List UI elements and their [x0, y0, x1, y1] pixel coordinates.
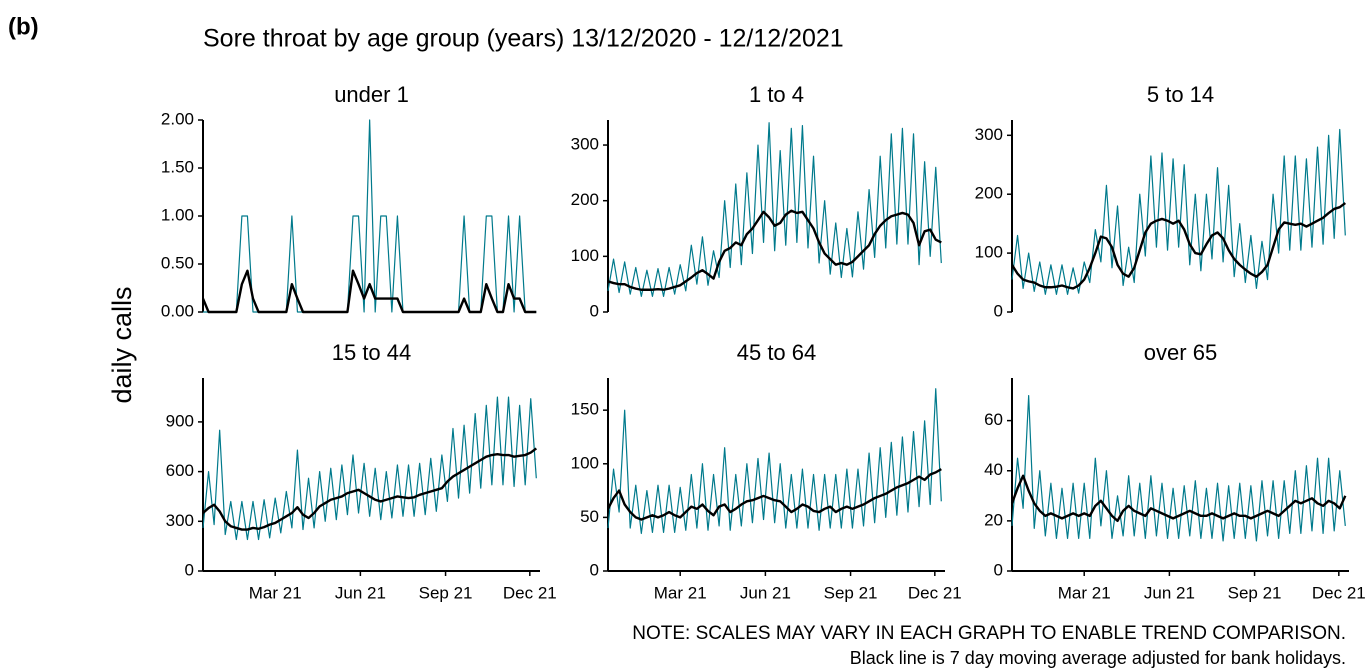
series-line [1011, 128, 1346, 295]
panel-title: 15 to 44 [332, 340, 412, 365]
y-tick-label: 200 [975, 184, 1003, 203]
x-tick-label: Mar 21 [249, 583, 302, 602]
x-tick-label: Jun 21 [335, 583, 386, 602]
y-tick-label: 0 [994, 560, 1003, 579]
series-line [607, 388, 942, 535]
y-axis-label: daily calls [107, 286, 137, 403]
x-tick-label: Jun 21 [740, 583, 791, 602]
x-tick-label: Jun 21 [1144, 583, 1195, 602]
y-tick-label: 600 [166, 461, 194, 480]
y-tick-label: 0.00 [161, 301, 194, 320]
y-tick-label: 900 [166, 411, 194, 430]
y-tick-label: 1.00 [161, 205, 194, 224]
y-tick-label: 100 [975, 243, 1003, 262]
x-tick-label: Dec 21 [908, 583, 962, 602]
y-tick-label: 40 [984, 460, 1003, 479]
y-tick-label: 50 [580, 507, 599, 526]
series-line [606, 468, 942, 521]
panel-title: under 1 [334, 82, 409, 107]
panel-label: (b) [8, 13, 39, 40]
series-line [607, 122, 942, 298]
y-tick-label: 300 [571, 135, 599, 154]
y-tick-label: 0 [590, 560, 599, 579]
series-line [1010, 202, 1347, 290]
panel-title: over 65 [1144, 340, 1217, 365]
x-tick-label: Sep 21 [1228, 583, 1282, 602]
x-tick-label: Mar 21 [654, 583, 707, 602]
x-tick-label: Sep 21 [824, 583, 878, 602]
y-tick-label: 150 [571, 400, 599, 419]
y-tick-label: 20 [984, 510, 1003, 529]
y-tick-label: 0 [185, 560, 194, 579]
x-tick-label: Mar 21 [1058, 583, 1111, 602]
figure-title: Sore throat by age group (years) 13/12/2… [203, 25, 844, 53]
series-line [607, 209, 942, 291]
y-tick-label: 100 [571, 453, 599, 472]
y-tick-label: 300 [975, 125, 1003, 144]
series-line [202, 396, 537, 541]
y-tick-label: 0 [994, 301, 1003, 320]
y-tick-label: 60 [984, 410, 1003, 429]
y-tick-label: 200 [571, 190, 599, 209]
x-tick-label: Sep 21 [419, 583, 473, 602]
series-line [1011, 394, 1346, 542]
series-line [1010, 474, 1347, 523]
y-tick-label: 300 [166, 511, 194, 530]
x-tick-label: Dec 21 [503, 583, 557, 602]
panel-title: 1 to 4 [749, 82, 804, 107]
series-line [201, 269, 537, 314]
note: NOTE: SCALES MAY VARY IN EACH GRAPH TO E… [632, 623, 1346, 644]
y-tick-label: 0.50 [161, 253, 194, 272]
y-tick-label: 0 [590, 301, 599, 320]
footnote: Black line is 7 day moving average adjus… [850, 648, 1346, 668]
y-tick-label: 100 [571, 246, 599, 265]
x-tick-label: Dec 21 [1312, 583, 1366, 602]
y-tick-label: 2.00 [161, 109, 194, 128]
panel-title: 45 to 64 [737, 340, 817, 365]
series-line [202, 447, 538, 531]
panel-title: 5 to 14 [1147, 82, 1214, 107]
y-tick-label: 1.50 [161, 157, 194, 176]
